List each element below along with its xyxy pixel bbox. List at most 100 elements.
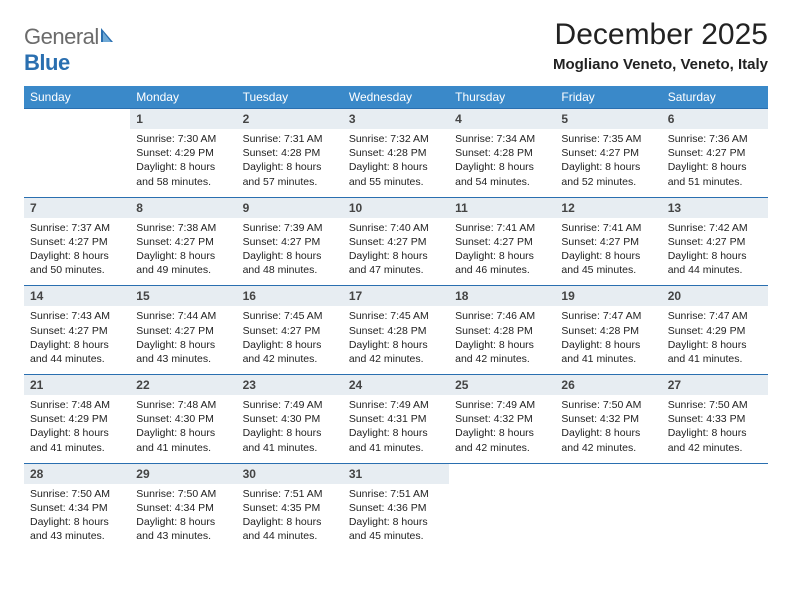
day-cell: . <box>555 463 661 551</box>
sunrise-text: Sunrise: 7:37 AM <box>30 221 124 235</box>
dow-sunday: Sunday <box>24 86 130 109</box>
sunset-text: Sunset: 4:32 PM <box>561 412 655 426</box>
day-cell: 30Sunrise: 7:51 AMSunset: 4:35 PMDayligh… <box>237 463 343 551</box>
day-cell: 31Sunrise: 7:51 AMSunset: 4:36 PMDayligh… <box>343 463 449 551</box>
daylight-text: Daylight: 8 hours and 43 minutes. <box>136 338 230 366</box>
day-cell: 14Sunrise: 7:43 AMSunset: 4:27 PMDayligh… <box>24 286 130 375</box>
sunset-text: Sunset: 4:27 PM <box>136 324 230 338</box>
day-cell: 23Sunrise: 7:49 AMSunset: 4:30 PMDayligh… <box>237 375 343 464</box>
dow-tuesday: Tuesday <box>237 86 343 109</box>
day-number: 7 <box>24 198 130 218</box>
daylight-text: Daylight: 8 hours and 42 minutes. <box>243 338 337 366</box>
day-cell: . <box>449 463 555 551</box>
day-number: 28 <box>24 464 130 484</box>
sunset-text: Sunset: 4:34 PM <box>30 501 124 515</box>
sunrise-text: Sunrise: 7:30 AM <box>136 132 230 146</box>
sunrise-text: Sunrise: 7:48 AM <box>136 398 230 412</box>
sunrise-text: Sunrise: 7:35 AM <box>561 132 655 146</box>
day-cell: 13Sunrise: 7:42 AMSunset: 4:27 PMDayligh… <box>662 197 768 286</box>
sunset-text: Sunset: 4:30 PM <box>243 412 337 426</box>
sunrise-text: Sunrise: 7:50 AM <box>668 398 762 412</box>
day-number: 31 <box>343 464 449 484</box>
day-number: 6 <box>662 109 768 129</box>
day-number: 14 <box>24 286 130 306</box>
day-details: Sunrise: 7:49 AMSunset: 4:32 PMDaylight:… <box>449 395 555 463</box>
daylight-text: Daylight: 8 hours and 41 minutes. <box>136 426 230 454</box>
day-cell: 24Sunrise: 7:49 AMSunset: 4:31 PMDayligh… <box>343 375 449 464</box>
day-details: Sunrise: 7:50 AMSunset: 4:32 PMDaylight:… <box>555 395 661 463</box>
day-number: 20 <box>662 286 768 306</box>
sunset-text: Sunset: 4:27 PM <box>455 235 549 249</box>
day-details: Sunrise: 7:51 AMSunset: 4:36 PMDaylight:… <box>343 484 449 552</box>
day-details: Sunrise: 7:47 AMSunset: 4:28 PMDaylight:… <box>555 306 661 374</box>
sunrise-text: Sunrise: 7:41 AM <box>455 221 549 235</box>
sunrise-text: Sunrise: 7:42 AM <box>668 221 762 235</box>
sunrise-text: Sunrise: 7:51 AM <box>349 487 443 501</box>
dow-wednesday: Wednesday <box>343 86 449 109</box>
daylight-text: Daylight: 8 hours and 58 minutes. <box>136 160 230 188</box>
day-cell: 7Sunrise: 7:37 AMSunset: 4:27 PMDaylight… <box>24 197 130 286</box>
day-cell: 25Sunrise: 7:49 AMSunset: 4:32 PMDayligh… <box>449 375 555 464</box>
sunrise-text: Sunrise: 7:31 AM <box>243 132 337 146</box>
day-number: 13 <box>662 198 768 218</box>
sunrise-text: Sunrise: 7:38 AM <box>136 221 230 235</box>
week-row: 21Sunrise: 7:48 AMSunset: 4:29 PMDayligh… <box>24 375 768 464</box>
sunset-text: Sunset: 4:27 PM <box>561 235 655 249</box>
sunset-text: Sunset: 4:33 PM <box>668 412 762 426</box>
daylight-text: Daylight: 8 hours and 57 minutes. <box>243 160 337 188</box>
sunset-text: Sunset: 4:28 PM <box>349 146 443 160</box>
day-cell: 6Sunrise: 7:36 AMSunset: 4:27 PMDaylight… <box>662 109 768 198</box>
day-number: 30 <box>237 464 343 484</box>
daylight-text: Daylight: 8 hours and 44 minutes. <box>668 249 762 277</box>
sunset-text: Sunset: 4:27 PM <box>243 324 337 338</box>
daylight-text: Daylight: 8 hours and 44 minutes. <box>30 338 124 366</box>
sunset-text: Sunset: 4:27 PM <box>136 235 230 249</box>
sunrise-text: Sunrise: 7:46 AM <box>455 309 549 323</box>
day-details: Sunrise: 7:42 AMSunset: 4:27 PMDaylight:… <box>662 218 768 286</box>
day-cell: 21Sunrise: 7:48 AMSunset: 4:29 PMDayligh… <box>24 375 130 464</box>
daylight-text: Daylight: 8 hours and 46 minutes. <box>455 249 549 277</box>
day-number: 23 <box>237 375 343 395</box>
sunset-text: Sunset: 4:35 PM <box>243 501 337 515</box>
logo-text-part1: General <box>24 24 99 49</box>
daylight-text: Daylight: 8 hours and 54 minutes. <box>455 160 549 188</box>
day-number: 2 <box>237 109 343 129</box>
sunrise-text: Sunrise: 7:47 AM <box>561 309 655 323</box>
day-number: 8 <box>130 198 236 218</box>
daylight-text: Daylight: 8 hours and 45 minutes. <box>349 515 443 543</box>
daylight-text: Daylight: 8 hours and 42 minutes. <box>455 426 549 454</box>
day-cell: 3Sunrise: 7:32 AMSunset: 4:28 PMDaylight… <box>343 109 449 198</box>
day-number: 19 <box>555 286 661 306</box>
day-cell: 20Sunrise: 7:47 AMSunset: 4:29 PMDayligh… <box>662 286 768 375</box>
day-number: 3 <box>343 109 449 129</box>
day-cell: 9Sunrise: 7:39 AMSunset: 4:27 PMDaylight… <box>237 197 343 286</box>
daylight-text: Daylight: 8 hours and 51 minutes. <box>668 160 762 188</box>
sunrise-text: Sunrise: 7:49 AM <box>349 398 443 412</box>
location-label: Mogliano Veneto, Veneto, Italy <box>553 56 768 73</box>
sunrise-text: Sunrise: 7:50 AM <box>136 487 230 501</box>
day-details: Sunrise: 7:49 AMSunset: 4:31 PMDaylight:… <box>343 395 449 463</box>
sunrise-text: Sunrise: 7:41 AM <box>561 221 655 235</box>
sunset-text: Sunset: 4:27 PM <box>561 146 655 160</box>
sunset-text: Sunset: 4:29 PM <box>136 146 230 160</box>
day-number: 26 <box>555 375 661 395</box>
day-details: Sunrise: 7:44 AMSunset: 4:27 PMDaylight:… <box>130 306 236 374</box>
dow-monday: Monday <box>130 86 236 109</box>
logo: GeneralBlue <box>24 18 119 76</box>
week-row: 7Sunrise: 7:37 AMSunset: 4:27 PMDaylight… <box>24 197 768 286</box>
day-number: 25 <box>449 375 555 395</box>
daylight-text: Daylight: 8 hours and 41 minutes. <box>243 426 337 454</box>
day-number: 10 <box>343 198 449 218</box>
sunrise-text: Sunrise: 7:48 AM <box>30 398 124 412</box>
daylight-text: Daylight: 8 hours and 44 minutes. <box>243 515 337 543</box>
day-details: Sunrise: 7:41 AMSunset: 4:27 PMDaylight:… <box>449 218 555 286</box>
day-details: Sunrise: 7:49 AMSunset: 4:30 PMDaylight:… <box>237 395 343 463</box>
sunrise-text: Sunrise: 7:36 AM <box>668 132 762 146</box>
sunset-text: Sunset: 4:34 PM <box>136 501 230 515</box>
day-cell: 11Sunrise: 7:41 AMSunset: 4:27 PMDayligh… <box>449 197 555 286</box>
sunset-text: Sunset: 4:30 PM <box>136 412 230 426</box>
day-cell: 15Sunrise: 7:44 AMSunset: 4:27 PMDayligh… <box>130 286 236 375</box>
day-number: 18 <box>449 286 555 306</box>
week-row: 14Sunrise: 7:43 AMSunset: 4:27 PMDayligh… <box>24 286 768 375</box>
day-number: 29 <box>130 464 236 484</box>
